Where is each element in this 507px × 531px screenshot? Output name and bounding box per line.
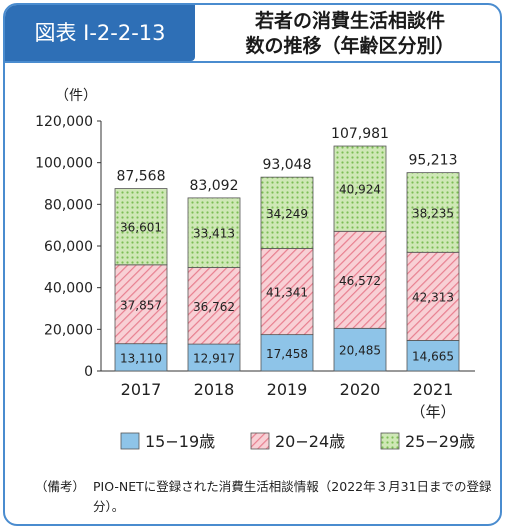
x-tick-label: 2019 — [267, 380, 308, 399]
bar-total-label: 93,048 — [263, 157, 312, 173]
bar-total-label: 83,092 — [190, 178, 239, 194]
stacked-bar-chart: （件） 0 20,000 40,000 60,000 80,000 100,000 120,0… — [35, 88, 475, 451]
bar-value-label: 20,485 — [339, 344, 381, 358]
bar-total-label: 95,213 — [409, 153, 458, 169]
bar-value-label: 42,313 — [412, 290, 454, 304]
bar-segment — [187, 267, 241, 345]
legend-swatch — [380, 432, 400, 450]
y-axis-label: （件） — [55, 88, 97, 104]
chart-title-line1: 若者の消費生活相談件 — [254, 10, 445, 32]
x-axis-label: （年） — [410, 403, 455, 421]
note-text: PIO-NETに登録された消費生活相談情報（2022年３月31日までの登録分）。 — [93, 479, 492, 514]
bar-segment — [260, 176, 314, 249]
y-tick-label: 40,000 — [44, 281, 93, 297]
bar-value-label: 17,458 — [266, 347, 308, 361]
y-tick-label: 100,000 — [35, 156, 93, 172]
x-tick-label: 2017 — [121, 380, 162, 399]
bar-segment — [406, 172, 460, 253]
bar-value-label: 12,917 — [193, 352, 235, 366]
bar-value-label: 38,235 — [412, 206, 454, 220]
x-tick-label: 2021 — [413, 380, 454, 399]
bar-segment — [187, 197, 241, 268]
bar-segment — [114, 264, 168, 345]
bar-value-label: 41,341 — [266, 286, 308, 300]
plot-area: （件） 0 20,000 40,000 60,000 80,000 100,000 120,0… — [35, 88, 475, 421]
y-tick-label: 20,000 — [44, 322, 93, 338]
figure-label: 図表 I-2-2-13 — [5, 5, 195, 61]
x-tick-label: 2020 — [340, 380, 381, 399]
bar-value-label: 36,601 — [120, 221, 162, 235]
bar-total-label: 107,981 — [331, 126, 389, 142]
legend-label: 20−24歳 — [275, 432, 345, 451]
bar-segment — [114, 343, 168, 372]
bar-segment — [333, 145, 387, 232]
note-label: （備考） — [35, 479, 86, 494]
y-tick-label: 80,000 — [44, 197, 93, 213]
title-divider — [5, 61, 500, 63]
bar-value-label: 40,924 — [339, 183, 381, 197]
legend-swatch — [120, 432, 140, 450]
bar-total-label: 87,568 — [117, 169, 166, 185]
legend: 15−19歳 20−24歳 25−29歳 — [120, 432, 475, 451]
chart-title-line2: 数の推移（年齢区分別） — [245, 35, 455, 57]
bar-value-label: 33,413 — [193, 227, 235, 241]
figure-frame: 図表 I-2-2-13 若者の消費生活相談件 数の推移（年齢区分別） （件） 0 2… — [3, 3, 502, 526]
bar-segment — [260, 334, 314, 372]
bar-value-label: 14,665 — [412, 350, 454, 364]
bar-value-label: 13,110 — [120, 351, 162, 365]
y-tick-label: 60,000 — [44, 239, 93, 255]
chart-title: 若者の消費生活相談件 数の推移（年齢区分別） — [205, 9, 495, 59]
legend-label: 15−19歳 — [145, 432, 215, 451]
bar-segment — [333, 230, 387, 329]
legend-label: 25−29歳 — [405, 432, 475, 451]
bar-value-label: 34,249 — [266, 207, 308, 221]
bar-segment — [187, 343, 241, 372]
y-tick-label: 120,000 — [35, 114, 93, 130]
y-tick-label: 0 — [84, 364, 93, 380]
bar-segment — [333, 327, 387, 372]
bar-segment — [406, 251, 460, 341]
bar-segment — [114, 188, 168, 266]
legend-swatch — [250, 432, 270, 450]
bar-value-label: 37,857 — [120, 298, 162, 312]
bar-value-label: 46,572 — [339, 274, 381, 288]
bar-segment — [260, 248, 314, 336]
x-tick-label: 2018 — [194, 380, 235, 399]
bar-value-label: 36,762 — [193, 300, 235, 314]
